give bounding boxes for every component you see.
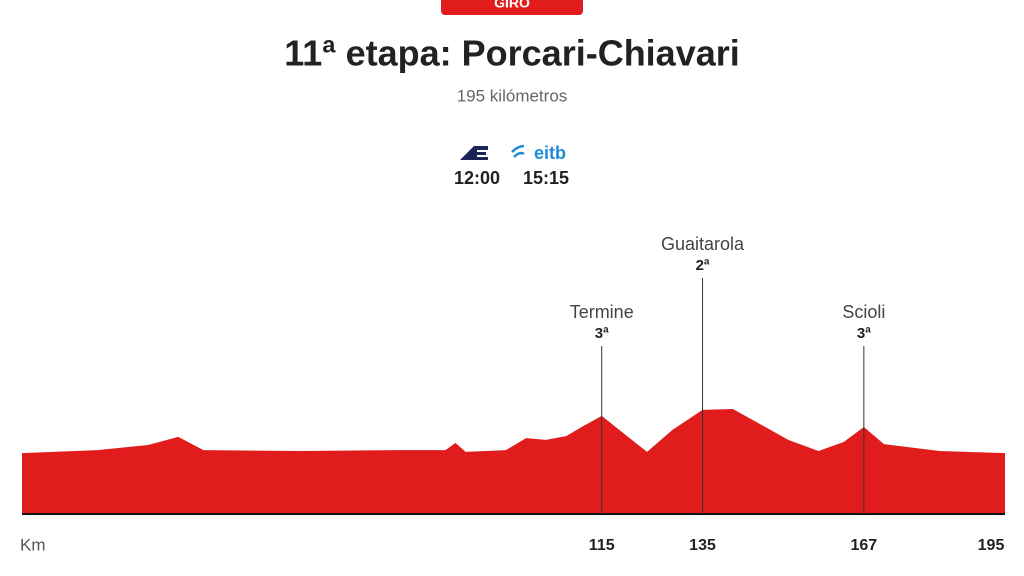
chart-title: 11ª etapa: Porcari-Chiavari xyxy=(284,33,740,74)
subtitle: 195 kilómetros xyxy=(457,86,568,105)
broadcast-time: 12:00 xyxy=(454,168,500,188)
tv-logo xyxy=(460,146,488,160)
eitb-icon xyxy=(511,144,525,158)
x-tick-label: 115 xyxy=(589,537,615,554)
profile-area xyxy=(22,409,1005,514)
climb-category: 3ª xyxy=(595,325,609,342)
x-tick-label: 195 xyxy=(978,537,1005,554)
badge: GIRO xyxy=(494,0,530,11)
x-tick-label: 135 xyxy=(689,537,716,554)
x-axis-label: Km xyxy=(20,535,46,554)
broadcast-time: 15:15 xyxy=(523,168,569,188)
climb-category: 2ª xyxy=(696,257,710,274)
climb-name: Scioli xyxy=(842,302,885,322)
badge-bg xyxy=(441,0,583,15)
eitb-logo: eitb xyxy=(534,143,566,163)
climb-name: Guaitarola xyxy=(661,234,745,254)
x-tick-label: 167 xyxy=(850,537,877,554)
climb-name: Termine xyxy=(570,302,634,322)
climb-category: 3ª xyxy=(857,325,871,342)
